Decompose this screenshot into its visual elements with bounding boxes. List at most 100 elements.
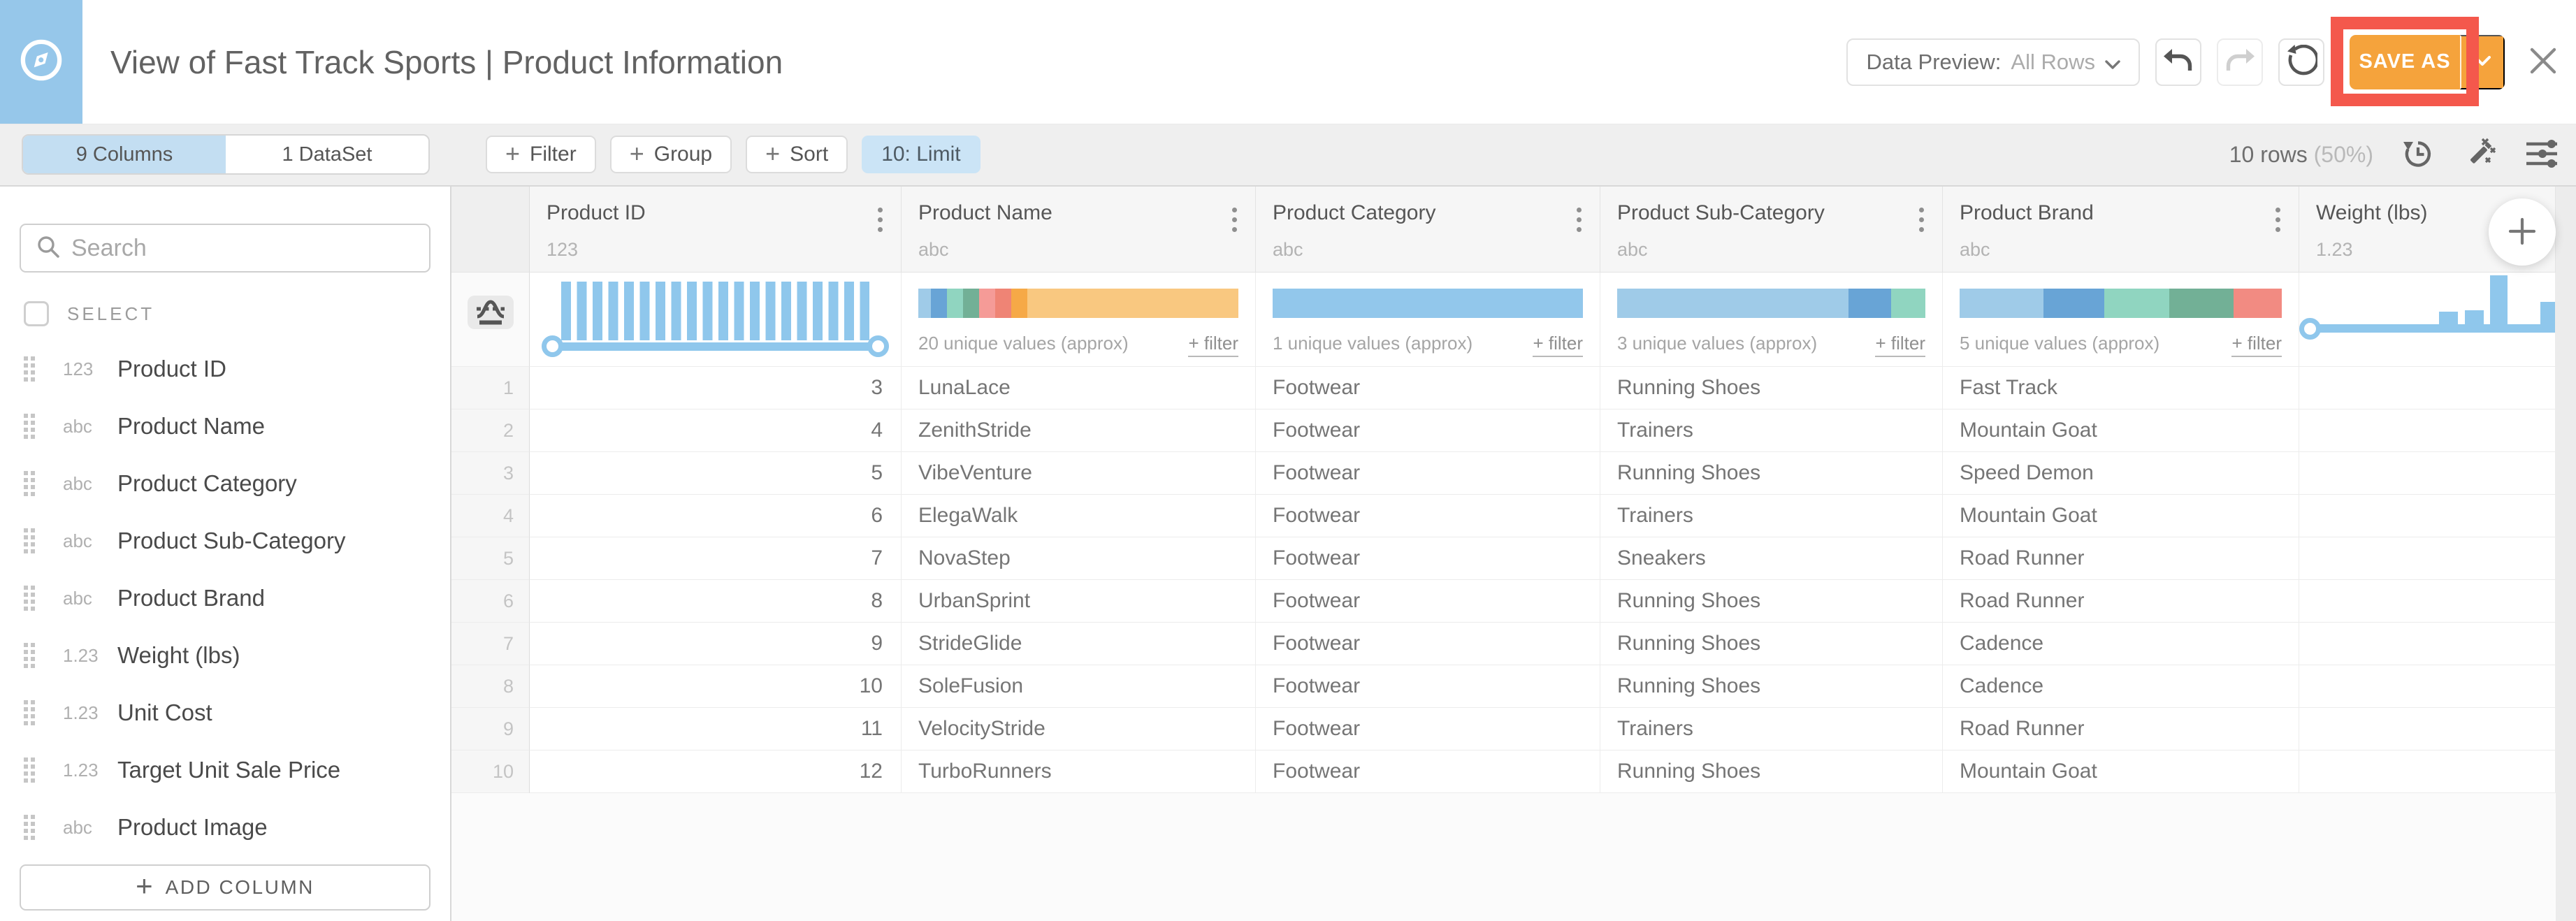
cell-weight[interactable] — [2299, 750, 2556, 793]
field-list-item[interactable]: abc Product Image — [20, 799, 430, 856]
redo-button[interactable] — [2217, 38, 2263, 86]
drag-handle-icon[interactable] — [24, 528, 35, 553]
column-header-product-sub-category[interactable]: Product Sub-Category abc — [1600, 187, 1943, 273]
cell-product-id[interactable]: 12 — [530, 750, 902, 793]
cell-product-id[interactable]: 9 — [530, 623, 902, 665]
cell-product-category[interactable]: Footwear — [1256, 623, 1600, 665]
drag-handle-icon[interactable] — [24, 414, 35, 439]
cell-product-name[interactable]: TurboRunners — [902, 750, 1256, 793]
cell-product-sub-category[interactable]: Sneakers — [1600, 537, 1943, 580]
select-all-checkbox[interactable] — [24, 301, 49, 326]
cell-product-name[interactable]: UrbanSprint — [902, 580, 1256, 623]
cell-weight[interactable] — [2299, 708, 2556, 750]
field-list-item[interactable]: abc Product Name — [20, 398, 430, 455]
slider-handle-left[interactable] — [542, 335, 563, 357]
field-list-item[interactable]: 1.23 Weight (lbs) — [20, 627, 430, 684]
cell-product-brand[interactable]: Mountain Goat — [1943, 409, 2299, 452]
cell-product-id[interactable]: 8 — [530, 580, 902, 623]
data-preview-dropdown[interactable]: Data Preview: All Rows — [1846, 38, 2140, 86]
cell-product-name[interactable]: ZenithStride — [902, 409, 1256, 452]
cell-weight[interactable] — [2299, 409, 2556, 452]
product-id-range-slider[interactable] — [542, 335, 889, 357]
cell-product-sub-category[interactable]: Trainers — [1600, 495, 1943, 537]
column-menu-icon[interactable] — [1229, 205, 1240, 235]
cell-product-brand[interactable]: Fast Track — [1943, 367, 2299, 409]
slider-handle-right[interactable] — [867, 335, 889, 357]
field-list-item[interactable]: abc Product Brand — [20, 570, 430, 627]
drag-handle-icon[interactable] — [24, 757, 35, 783]
magic-wand-button[interactable] — [2463, 137, 2496, 173]
field-list-item[interactable]: abc Product Category — [20, 455, 430, 512]
cell-product-id[interactable]: 5 — [530, 452, 902, 495]
cell-product-id[interactable]: 10 — [530, 665, 902, 708]
refresh-button[interactable] — [2278, 38, 2324, 86]
column-header-product-id[interactable]: Product ID 123 — [530, 187, 902, 273]
cell-product-brand[interactable]: Road Runner — [1943, 580, 2299, 623]
cell-product-id[interactable]: 6 — [530, 495, 902, 537]
cell-product-sub-category[interactable]: Trainers — [1600, 708, 1943, 750]
save-as-caret-button[interactable] — [2460, 34, 2505, 89]
cell-weight[interactable] — [2299, 537, 2556, 580]
cell-product-sub-category[interactable]: Running Shoes — [1600, 665, 1943, 708]
cell-product-category[interactable]: Footwear — [1256, 537, 1600, 580]
limit-button[interactable]: 10: Limit — [862, 136, 981, 173]
cell-product-name[interactable]: LunaLace — [902, 367, 1256, 409]
column-menu-icon[interactable] — [1574, 205, 1584, 235]
cell-product-id[interactable]: 11 — [530, 708, 902, 750]
cell-product-category[interactable]: Footwear — [1256, 409, 1600, 452]
column-menu-icon[interactable] — [875, 205, 885, 235]
drag-handle-icon[interactable] — [24, 356, 35, 382]
column-header-product-category[interactable]: Product Category abc — [1256, 187, 1600, 273]
cell-product-sub-category[interactable]: Running Shoes — [1600, 623, 1943, 665]
cell-product-name[interactable]: ElegaWalk — [902, 495, 1256, 537]
cell-product-brand[interactable]: Speed Demon — [1943, 452, 2299, 495]
filter-link[interactable]: + filter — [2231, 333, 2282, 357]
cell-product-category[interactable]: Footwear — [1256, 665, 1600, 708]
cell-product-category[interactable]: Footwear — [1256, 580, 1600, 623]
cell-product-brand[interactable]: Mountain Goat — [1943, 750, 2299, 793]
column-header-product-brand[interactable]: Product Brand abc — [1943, 187, 2299, 273]
tab-columns[interactable]: 9 Columns — [23, 136, 226, 173]
drag-handle-icon[interactable] — [24, 643, 35, 668]
drag-handle-icon[interactable] — [24, 700, 35, 725]
sort-button[interactable]: + Sort — [746, 136, 848, 173]
cell-product-brand[interactable]: Road Runner — [1943, 537, 2299, 580]
column-menu-icon[interactable] — [1916, 205, 1927, 235]
search-input[interactable] — [71, 234, 414, 262]
group-button[interactable]: + Group — [609, 136, 732, 173]
slider-handle-left[interactable] — [2299, 318, 2321, 340]
filter-link[interactable]: + filter — [1188, 333, 1238, 357]
cell-product-category[interactable]: Footwear — [1256, 495, 1600, 537]
undo-button[interactable] — [2155, 38, 2201, 86]
cell-weight[interactable] — [2299, 580, 2556, 623]
filter-link[interactable]: + filter — [1875, 333, 1925, 357]
cell-product-sub-category[interactable]: Running Shoes — [1600, 750, 1943, 793]
cell-product-category[interactable]: Footwear — [1256, 708, 1600, 750]
cell-weight[interactable] — [2299, 665, 2556, 708]
cell-weight[interactable] — [2299, 367, 2556, 409]
cell-product-id[interactable]: 4 — [530, 409, 902, 452]
add-column-button[interactable]: + ADD COLUMN — [20, 864, 430, 911]
cell-product-sub-category[interactable]: Trainers — [1600, 409, 1943, 452]
cell-product-brand[interactable]: Cadence — [1943, 623, 2299, 665]
cell-weight[interactable] — [2299, 623, 2556, 665]
field-list-item[interactable]: 123 Product ID — [20, 340, 430, 398]
field-list-item[interactable]: abc Product Sub-Category — [20, 512, 430, 570]
cell-product-name[interactable]: StrideGlide — [902, 623, 1256, 665]
vertical-scrollbar[interactable] — [2556, 187, 2576, 921]
column-menu-icon[interactable] — [2273, 205, 2283, 235]
cell-product-brand[interactable]: Road Runner — [1943, 708, 2299, 750]
cell-product-brand[interactable]: Mountain Goat — [1943, 495, 2299, 537]
distribution-toggle-button[interactable] — [467, 296, 514, 329]
weight-range-slider[interactable] — [2309, 324, 2555, 333]
cell-product-sub-category[interactable]: Running Shoes — [1600, 367, 1943, 409]
field-list-item[interactable]: 1.23 Unit Cost — [20, 684, 430, 741]
cell-product-id[interactable]: 3 — [530, 367, 902, 409]
cell-product-name[interactable]: VelocityStride — [902, 708, 1256, 750]
save-as-button[interactable]: SAVE AS — [2350, 35, 2460, 89]
filter-button[interactable]: + Filter — [486, 136, 596, 173]
cell-product-name[interactable]: SoleFusion — [902, 665, 1256, 708]
cell-product-category[interactable]: Footwear — [1256, 367, 1600, 409]
cell-weight[interactable] — [2299, 495, 2556, 537]
close-button[interactable] — [2528, 46, 2558, 78]
